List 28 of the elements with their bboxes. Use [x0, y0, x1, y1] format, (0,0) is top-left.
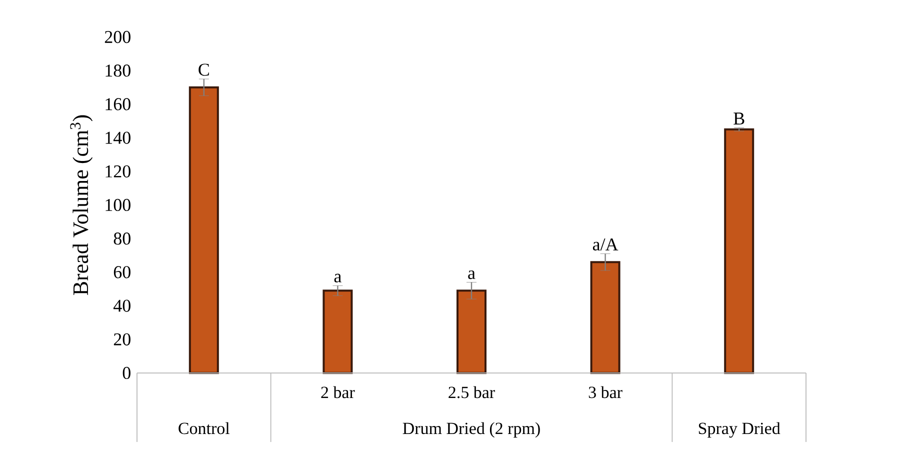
- y-tick-label: 0: [122, 366, 130, 380]
- x-tick-label: Spray Dried: [698, 422, 780, 438]
- x-tick-label: 3 bar: [588, 386, 622, 398]
- y-tick-label: 20: [114, 333, 130, 346]
- x-tick-label: Control: [178, 422, 230, 434]
- y-tick-label: 160: [106, 98, 130, 110]
- y-axis-title: Bread Volume (cm$^{3}$): [70, 115, 93, 296]
- y-tick-label: 200: [104, 30, 130, 44]
- y-tick-label: 80: [114, 232, 130, 245]
- x-tick-label: 2.5 bar: [448, 386, 495, 398]
- y-tick-label: 40: [113, 300, 130, 312]
- y-tick-label: 180: [106, 64, 130, 77]
- text: Drum Dried (2 rpm): [402, 422, 540, 438]
- bar: [322, 290, 353, 374]
- annotation: B: [734, 112, 744, 125]
- y-tick-label: 140: [106, 132, 130, 144]
- annotation: a: [334, 274, 342, 282]
- annotation: a/A: [592, 238, 618, 251]
- annotation: C: [198, 64, 209, 76]
- bar: [456, 290, 487, 374]
- annotation: a: [468, 270, 476, 280]
- bar: [724, 128, 754, 374]
- bar: [590, 261, 620, 374]
- bar: [188, 86, 219, 374]
- x-tick-label: 2 bar: [321, 386, 355, 398]
- y-tick-label: 100: [106, 198, 130, 212]
- y-tick-label: 120: [106, 165, 130, 178]
- y-tick-label: 60: [114, 266, 130, 278]
